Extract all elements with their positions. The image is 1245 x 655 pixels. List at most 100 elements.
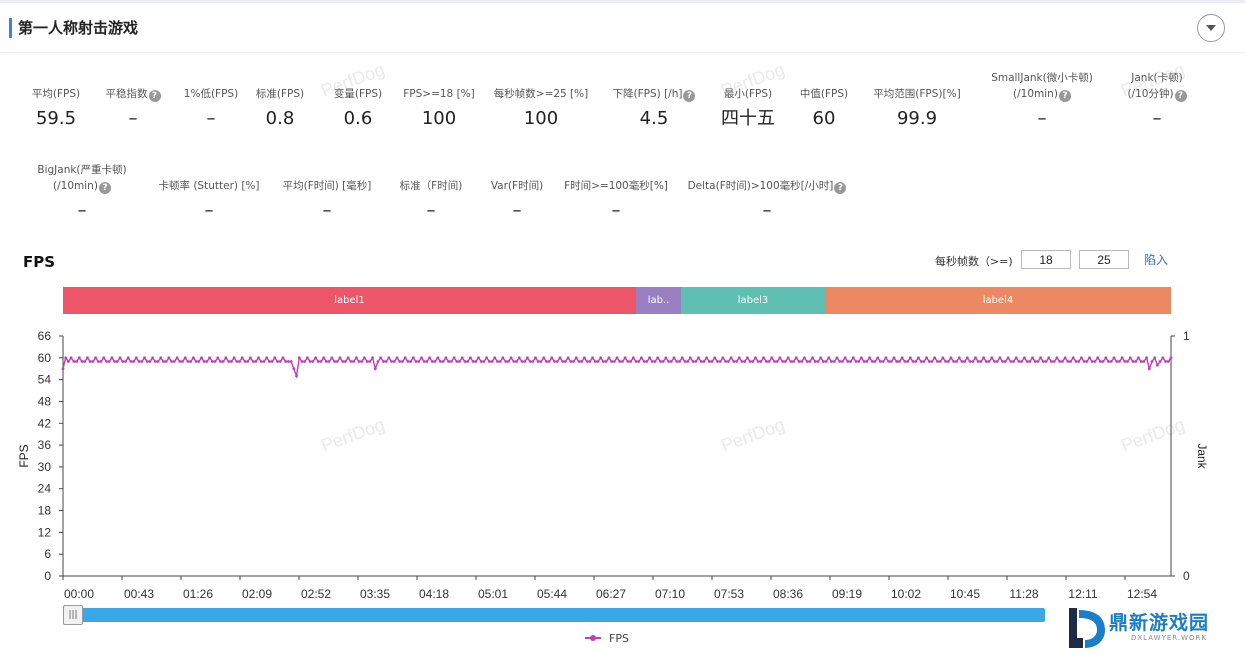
- fps-data-point: [618, 360, 622, 363]
- y-tick-label: 48: [38, 394, 52, 408]
- fps-data-point: [765, 360, 768, 363]
- metric-label-text: 最小(FPS): [723, 88, 773, 100]
- metric-value: 四十五: [721, 108, 775, 129]
- metric-value: 60: [812, 108, 836, 129]
- metric-label-text: 卡顿率 (Stutter) [%]: [158, 180, 260, 192]
- label-segment-4[interactable]: label4: [825, 287, 1171, 314]
- fps-data-point: [526, 356, 529, 360]
- timeline-scrollbar[interactable]: [63, 608, 1045, 622]
- fps-data-point: [105, 360, 108, 363]
- fps-data-point: [183, 356, 187, 360]
- metric-label: F时间>=100毫秒[%]: [536, 178, 696, 194]
- fps-data-point: [707, 360, 711, 363]
- fps-data-point: [650, 360, 654, 363]
- metric-2: 平稳指数? –: [53, 86, 213, 130]
- fps-data-point: [569, 360, 573, 363]
- fps-data-point: [202, 360, 206, 363]
- fps-data-point: [746, 356, 749, 360]
- fps-data-point: [1082, 360, 1086, 363]
- fps-data-point: [634, 360, 638, 363]
- fps-data-point: [678, 360, 681, 363]
- fps-data-point: [189, 360, 193, 363]
- fps-data-point: [270, 360, 274, 363]
- fps-data-point: [409, 360, 412, 363]
- fps-data-point: [873, 360, 877, 363]
- fps-data-point: [341, 360, 345, 363]
- label-segment-3[interactable]: label3: [681, 287, 825, 314]
- threshold-input-1[interactable]: [1021, 250, 1071, 269]
- metric-value: 4.5: [639, 108, 669, 129]
- fps-data-point: [449, 360, 453, 363]
- import-link[interactable]: 陷入: [1144, 253, 1169, 267]
- fps-data-point: [414, 360, 418, 363]
- brand-sub: DXLAWYER.WORK: [1131, 634, 1207, 642]
- fps-data-point: [1085, 360, 1089, 363]
- fps-data-point: [297, 356, 301, 360]
- fps-data-point: [1131, 360, 1135, 363]
- metric-label-text: F时间>=100毫秒[%]: [564, 180, 668, 192]
- help-icon[interactable]: ?: [1058, 90, 1071, 102]
- fps-data-point: [1006, 356, 1010, 360]
- fps-data-point: [653, 360, 657, 363]
- fps-data-point: [585, 360, 589, 363]
- fps-data-point: [1126, 360, 1129, 363]
- label-segment-2[interactable]: lab..: [636, 287, 681, 314]
- fps-data-point: [181, 360, 184, 363]
- fps-data-point: [243, 360, 247, 363]
- fps-data-point: [371, 356, 374, 360]
- fps-data-point: [1139, 360, 1143, 363]
- fps-data-point: [735, 360, 738, 363]
- fps-data-point: [477, 356, 480, 360]
- metric-label: 平均(FPS): [0, 86, 136, 102]
- fps-data-point: [316, 360, 320, 363]
- fps-data-point: [623, 356, 627, 360]
- x-tick-label: 03:35: [360, 587, 390, 601]
- fps-data-point: [710, 360, 714, 363]
- fps-data-point: [509, 356, 513, 360]
- fps-data-point: [680, 356, 684, 360]
- fps-data-point: [186, 360, 190, 363]
- fps-data-point: [273, 356, 277, 360]
- fps-data-point: [213, 360, 217, 363]
- help-icon[interactable]: ?: [683, 90, 696, 102]
- scrollbar-handle[interactable]: |||: [63, 605, 83, 625]
- help-icon[interactable]: ?: [98, 182, 111, 194]
- fps-data-point: [238, 360, 241, 363]
- fps-data-point: [1058, 360, 1062, 363]
- help-icon[interactable]: ?: [148, 90, 161, 102]
- help-icon[interactable]: ?: [1174, 90, 1187, 102]
- fps-chart-title: FPS: [23, 253, 56, 271]
- label-segment-1[interactable]: label1: [63, 287, 636, 314]
- chart-legend[interactable]: FPS: [585, 632, 629, 645]
- fps-data-point: [455, 360, 459, 363]
- fps-data-point: [748, 360, 752, 363]
- fps-data-point: [1109, 360, 1113, 363]
- metric-label: 变量(FPS): [278, 86, 438, 102]
- fps-data-point: [1099, 360, 1102, 363]
- metric-label: 卡顿率 (Stutter) [%]: [129, 178, 289, 194]
- metric-label-text: FPS>=18 [%]: [403, 88, 475, 100]
- fps-data-point: [354, 356, 358, 360]
- x-tick-label: 00:00: [64, 587, 94, 601]
- fps-data-point: [577, 360, 581, 363]
- fps-data-point: [536, 360, 540, 363]
- fps-data-point: [395, 356, 399, 360]
- threshold-input-2[interactable]: [1079, 250, 1129, 269]
- collapse-button[interactable]: [1197, 14, 1225, 42]
- x-tick-label: 12:11: [1068, 587, 1097, 601]
- fps-data-point: [517, 356, 521, 360]
- fps-data-point: [835, 356, 839, 360]
- fps-line-chart[interactable]: 0 6 12 18 24 30 36 42 48 54 60 66 0 1 FPS Jank 00:00 00:4…: [0, 325, 1245, 605]
- fps-data-point: [813, 360, 817, 363]
- fps-data-point: [330, 356, 334, 360]
- metric-label: 1%低(FPS): [131, 86, 291, 102]
- fps-data-point: [726, 360, 730, 363]
- fps-data-point: [77, 356, 81, 360]
- fps-data-point: [1134, 360, 1138, 363]
- fps-data-point: [148, 360, 152, 363]
- x-tick-label: 10:45: [950, 587, 980, 601]
- help-icon[interactable]: ?: [834, 182, 847, 194]
- metric-label-text: 标准(FPS): [255, 88, 305, 100]
- fps-data-point: [433, 360, 437, 363]
- fps-data-point: [816, 360, 820, 363]
